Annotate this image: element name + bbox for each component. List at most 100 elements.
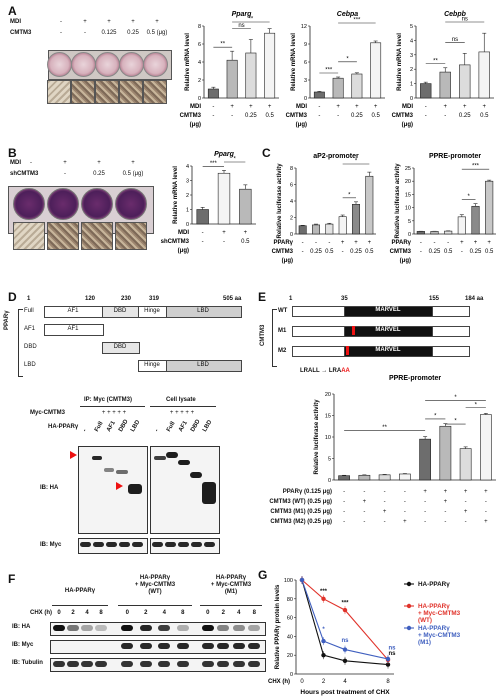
y-tick-label: 15 [325, 414, 331, 420]
row-value: - [318, 113, 320, 119]
a-cond-value: + [155, 19, 159, 25]
d-construct-label: AF1 [24, 326, 36, 332]
y-tick-label: 4 [198, 60, 201, 66]
legend-label-line: (M1) [418, 639, 431, 646]
d-lane-label: AF1 [106, 420, 117, 433]
row-value: + [222, 230, 226, 236]
row-unit: (μg) [282, 258, 293, 264]
y-tick-label: 12 [301, 24, 307, 30]
sig-label: *** [325, 68, 333, 74]
e-row-value: - [424, 519, 427, 525]
bar [459, 64, 471, 99]
bar [352, 203, 360, 235]
e-ruler-label: 35 [341, 296, 348, 302]
row-value: - [420, 240, 422, 246]
y-tick-label: 1 [410, 82, 413, 88]
row-value: 0.25 [350, 249, 362, 255]
legend-label: HA-PPARγ + Myc-CMTM3 (WT) [418, 603, 461, 624]
f-group-label: HA-PPARγ + Myc-CMTM3 (M1) [210, 575, 252, 595]
d-lysate-underline [150, 406, 216, 407]
row-value: - [447, 240, 449, 246]
bar [325, 223, 334, 235]
f-time-label: 4 [237, 610, 241, 616]
legend-label-line: + Myc-CMTM3 [418, 632, 461, 639]
a-cond-value: + [107, 19, 111, 25]
e-nterm-box [292, 326, 346, 337]
d-band-ip-full [92, 456, 102, 460]
d-band-lysate-lbd [190, 472, 202, 478]
f-time-label: 8 [99, 610, 103, 616]
b-cond-value: + [63, 160, 67, 166]
e-ruler-label: 155 [429, 296, 440, 302]
y-tick-label: 20 [405, 179, 411, 185]
panel-label-e: E [258, 290, 267, 304]
e-row-value: + [443, 489, 448, 495]
f-time-label: 0 [57, 610, 61, 616]
row-value: - [302, 249, 304, 255]
bar [459, 448, 472, 481]
y-tick-label: 15 [405, 192, 411, 198]
y-tick-label: 4 [410, 38, 413, 44]
d-band-lysate-full [154, 456, 166, 460]
y-axis-label: Relative mRNA level [185, 33, 191, 91]
row-label: MDI [296, 104, 307, 110]
d-ruler-label: 230 [121, 296, 132, 302]
d-domain-label: DBD [113, 308, 127, 314]
row-value: + [374, 104, 378, 110]
b-micrograph [13, 222, 45, 250]
bar [439, 425, 452, 481]
row-value: - [425, 104, 427, 110]
sig-label: *** [472, 164, 480, 170]
f-band-ha [81, 625, 93, 631]
f-band-ha [121, 625, 134, 631]
y-tick-label: 3 [304, 78, 307, 84]
f-time-label: 8 [181, 610, 185, 616]
d-lane-label: AF1 [178, 420, 189, 433]
e-marvel-label: MARVEL [375, 307, 401, 313]
bar [196, 209, 209, 225]
a-row-label-mdi: MDI [10, 19, 21, 25]
sig-label: * [233, 157, 236, 163]
f-band-myc [176, 643, 189, 649]
row-value: 0.5 [365, 249, 374, 255]
d-red-arrow-lbd [116, 482, 123, 490]
sig-label: * [355, 159, 358, 165]
e-row-value: + [443, 499, 448, 505]
a-culture-dish [47, 52, 72, 77]
f-band-tubulin [95, 661, 107, 667]
d-lane-label: - [82, 428, 89, 433]
row-value: 0.5 [371, 113, 380, 119]
e-row-value: - [343, 519, 346, 525]
d-side-bracket [18, 309, 23, 377]
f-band-myc [217, 643, 230, 649]
legend-label: HA-PPARγ + Myc-CMTM3 (M1) [418, 625, 461, 646]
sig-label: ** [433, 58, 438, 64]
f-band-myc [139, 643, 152, 649]
row-value: + [249, 104, 253, 110]
a-micrograph [47, 80, 71, 104]
f-band-myc [232, 643, 245, 649]
e-side-label: CMTM3 [260, 324, 266, 346]
row-value: - [420, 249, 422, 255]
y-axis-label: Relative mRNA level [173, 166, 179, 224]
e-row-value: - [484, 509, 487, 515]
a-row-label-cmtm3: CMTM3 [10, 30, 32, 36]
significance-label: *** [341, 600, 349, 606]
panel-label-a: A [8, 4, 17, 18]
e-row-value: - [444, 509, 447, 515]
f-band-tubulin [67, 661, 79, 667]
f-group-underline [52, 605, 108, 606]
f-group-underline [118, 605, 192, 606]
d-band-lysate-af1 [166, 452, 178, 458]
d-band-ip-myc [106, 542, 117, 547]
significance-label: ns [388, 646, 396, 652]
y-axis-label: Relative luciferase activity [314, 399, 320, 475]
row-value: - [342, 249, 344, 255]
panel-label-f: F [8, 572, 16, 586]
f-band-ha [232, 625, 245, 631]
f-ib-label: IB: Tubulin [12, 660, 43, 666]
f-ib-label: IB: Myc [12, 642, 34, 648]
bar [457, 216, 466, 235]
y-tick-label: 0 [410, 96, 413, 102]
sig-label: ** [220, 42, 225, 48]
